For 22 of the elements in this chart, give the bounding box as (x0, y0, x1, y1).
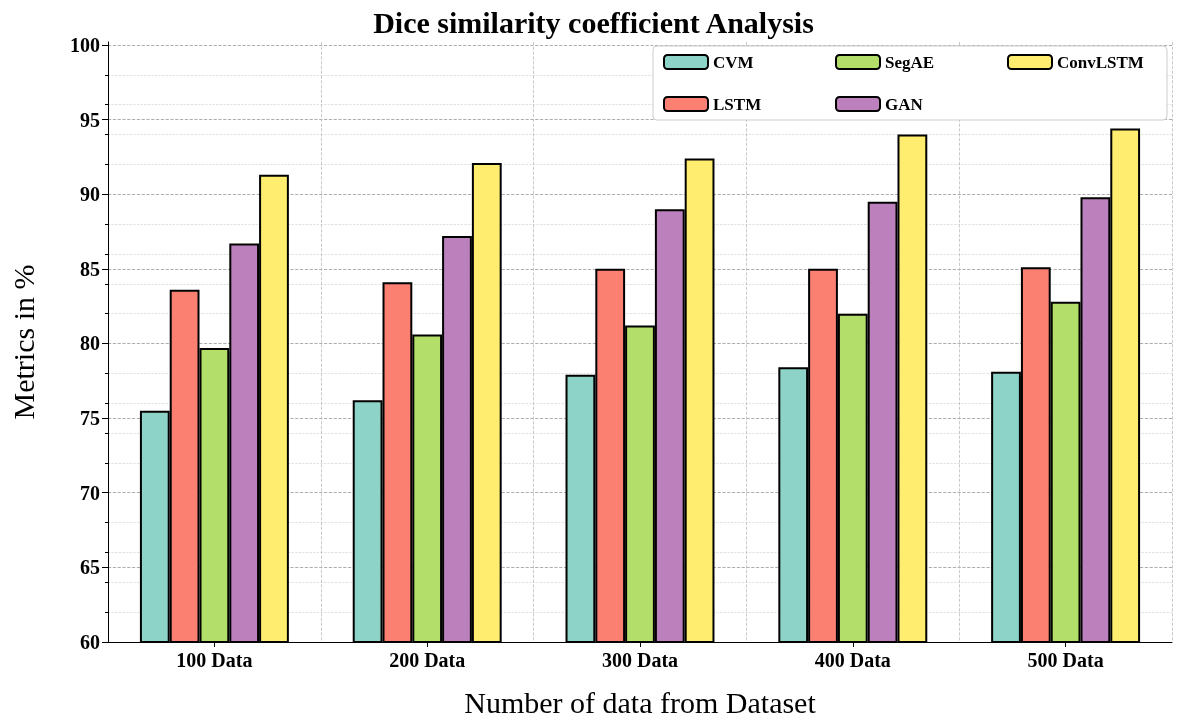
legend-label: LSTM (713, 94, 762, 114)
y-tick-label: 70 (80, 481, 100, 504)
y-tick-label: 60 (80, 631, 100, 653)
y-tick-label: 65 (80, 556, 100, 579)
y-tick-label: 85 (80, 257, 100, 280)
y-axis-title: Metrics in % (6, 264, 40, 420)
x-tick-label: 300 Data (601, 649, 679, 671)
x-axis-title: Number of data from Dataset (464, 685, 817, 719)
x-tick-label: 100 Data (176, 649, 253, 671)
legend-label: CVM (713, 52, 754, 72)
legend-label: ConvLSTM (1057, 52, 1144, 72)
legend-label: GAN (885, 94, 924, 114)
x-tick-label: 400 Data (814, 649, 891, 671)
y-tick-label: 90 (80, 183, 100, 206)
y-tick-label: 80 (80, 332, 100, 355)
x-tick-label: 200 Data (389, 649, 466, 671)
y-tick-label: 95 (80, 108, 100, 131)
legend-label: SegAE (885, 52, 935, 72)
chart-title: Dice similarity coefficient Analysis (373, 5, 814, 39)
y-tick-label: 75 (80, 407, 100, 430)
y-tick-label: 100 (70, 33, 100, 56)
x-tick-label: 500 Data (1027, 649, 1104, 671)
